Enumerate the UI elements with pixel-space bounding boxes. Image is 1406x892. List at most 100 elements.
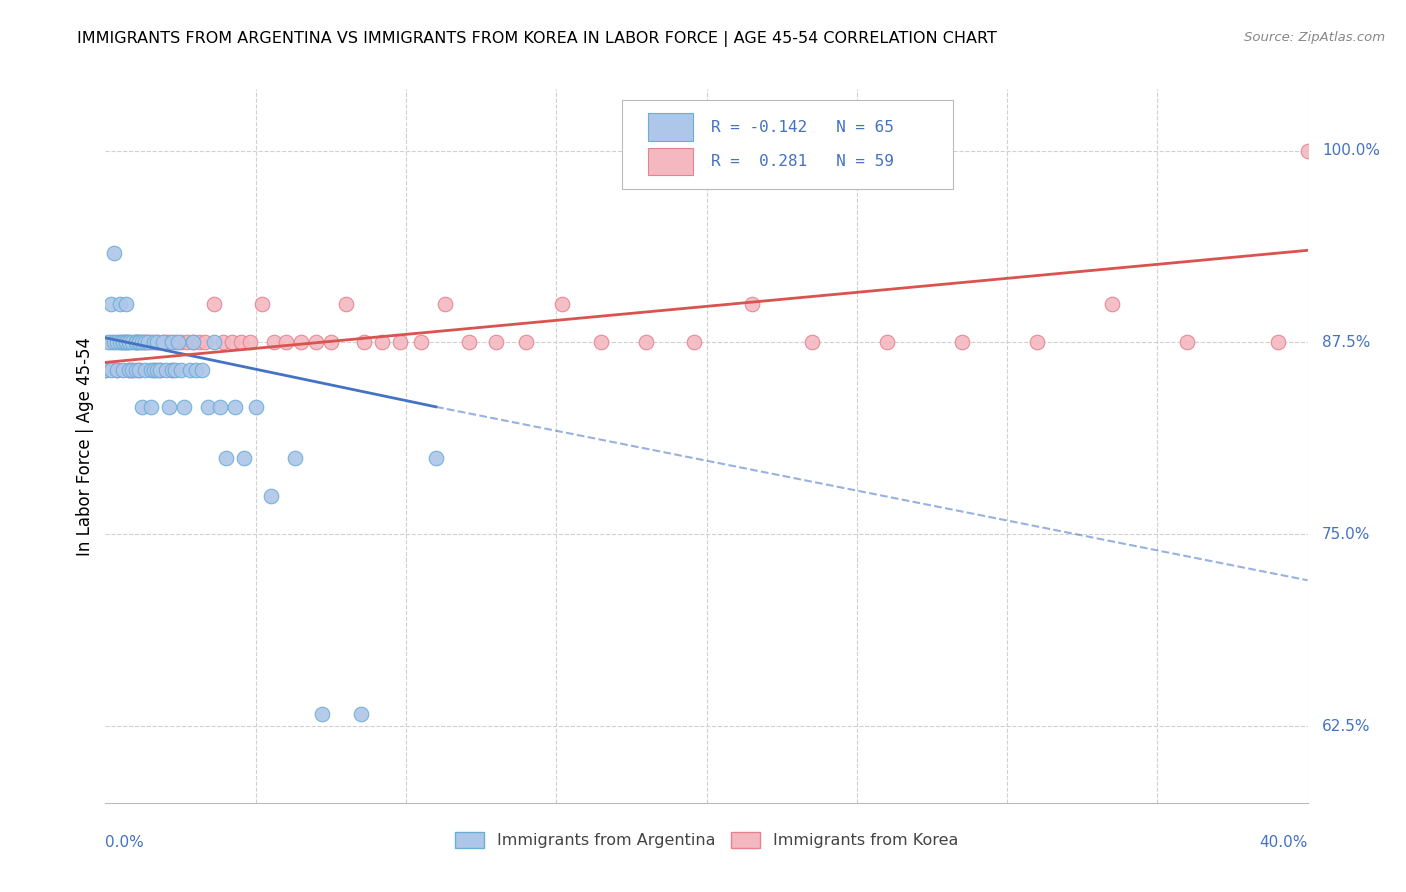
Point <box>139 363 162 377</box>
Point <box>636 335 658 350</box>
Point <box>131 335 153 350</box>
Point <box>371 335 394 350</box>
Point <box>176 335 198 350</box>
Point <box>1267 335 1289 350</box>
Bar <box>648 148 693 175</box>
Point <box>134 335 156 350</box>
Text: R = -0.142   N = 65: R = -0.142 N = 65 <box>711 120 894 135</box>
Point <box>110 335 132 350</box>
Legend: Immigrants from Argentina, Immigrants from Korea: Immigrants from Argentina, Immigrants fr… <box>456 832 957 848</box>
Point <box>232 450 254 465</box>
Point <box>425 450 447 465</box>
Point <box>284 450 307 465</box>
Point <box>100 335 122 350</box>
Text: 75.0%: 75.0% <box>1322 527 1371 541</box>
Bar <box>648 113 693 141</box>
Point <box>229 335 252 350</box>
Point <box>110 335 132 350</box>
Point <box>211 335 233 350</box>
Point <box>160 363 183 377</box>
Point <box>197 400 219 414</box>
Point <box>160 363 183 377</box>
Point <box>221 335 243 350</box>
Point <box>118 363 141 377</box>
Point <box>121 363 143 377</box>
Point <box>224 400 246 414</box>
Text: R =  0.281   N = 59: R = 0.281 N = 59 <box>711 153 894 169</box>
Point <box>208 400 231 414</box>
Point <box>136 335 159 350</box>
Point <box>112 363 135 377</box>
Point <box>118 363 141 377</box>
Point <box>194 335 217 350</box>
Point <box>128 363 150 377</box>
Point <box>103 335 125 350</box>
Point <box>142 363 165 377</box>
Point <box>169 363 191 377</box>
Point <box>187 335 209 350</box>
Point <box>94 363 117 377</box>
Point <box>245 400 267 414</box>
Point <box>128 335 150 350</box>
Point <box>190 363 212 377</box>
Text: IMMIGRANTS FROM ARGENTINA VS IMMIGRANTS FROM KOREA IN LABOR FORCE | AGE 45-54 CO: IMMIGRANTS FROM ARGENTINA VS IMMIGRANTS … <box>77 31 997 47</box>
Point <box>388 335 411 350</box>
Text: 100.0%: 100.0% <box>1322 143 1381 158</box>
Point <box>591 335 613 350</box>
Point <box>118 335 141 350</box>
Point <box>128 335 150 350</box>
Point <box>121 363 143 377</box>
Point <box>103 246 125 260</box>
Point <box>1296 144 1319 158</box>
Point <box>166 335 188 350</box>
Point <box>157 335 180 350</box>
Point <box>163 335 186 350</box>
Point <box>263 335 285 350</box>
Point <box>319 335 342 350</box>
Point <box>1101 297 1123 311</box>
Point <box>142 363 165 377</box>
Point <box>179 363 201 377</box>
Point <box>152 335 174 350</box>
Point <box>139 400 162 414</box>
Point <box>136 335 159 350</box>
Point <box>350 706 373 721</box>
Point <box>100 297 122 311</box>
Point <box>305 335 328 350</box>
Text: 87.5%: 87.5% <box>1322 334 1371 350</box>
Point <box>515 335 537 350</box>
Point <box>131 335 153 350</box>
Point <box>551 297 574 311</box>
Point <box>155 363 177 377</box>
Point <box>1026 335 1049 350</box>
Point <box>950 335 973 350</box>
Point <box>115 297 138 311</box>
Point <box>124 335 146 350</box>
Text: 0.0%: 0.0% <box>105 835 145 850</box>
Point <box>115 335 138 350</box>
Point <box>152 335 174 350</box>
Point <box>110 297 132 311</box>
Point <box>274 335 297 350</box>
Point <box>800 335 823 350</box>
Point <box>458 335 481 350</box>
Point <box>128 363 150 377</box>
Point <box>311 706 333 721</box>
Point <box>239 335 262 350</box>
Point <box>107 363 129 377</box>
Point <box>1175 335 1198 350</box>
Point <box>181 335 204 350</box>
Point <box>163 363 186 377</box>
Point <box>202 335 225 350</box>
Point <box>139 335 162 350</box>
Point <box>121 335 143 350</box>
Point <box>115 335 138 350</box>
Point <box>148 363 170 377</box>
Point <box>145 363 167 377</box>
Point <box>124 335 146 350</box>
Point <box>112 335 135 350</box>
FancyBboxPatch shape <box>623 100 953 189</box>
Point <box>214 450 236 465</box>
Text: 62.5%: 62.5% <box>1322 719 1371 733</box>
Point <box>118 335 141 350</box>
